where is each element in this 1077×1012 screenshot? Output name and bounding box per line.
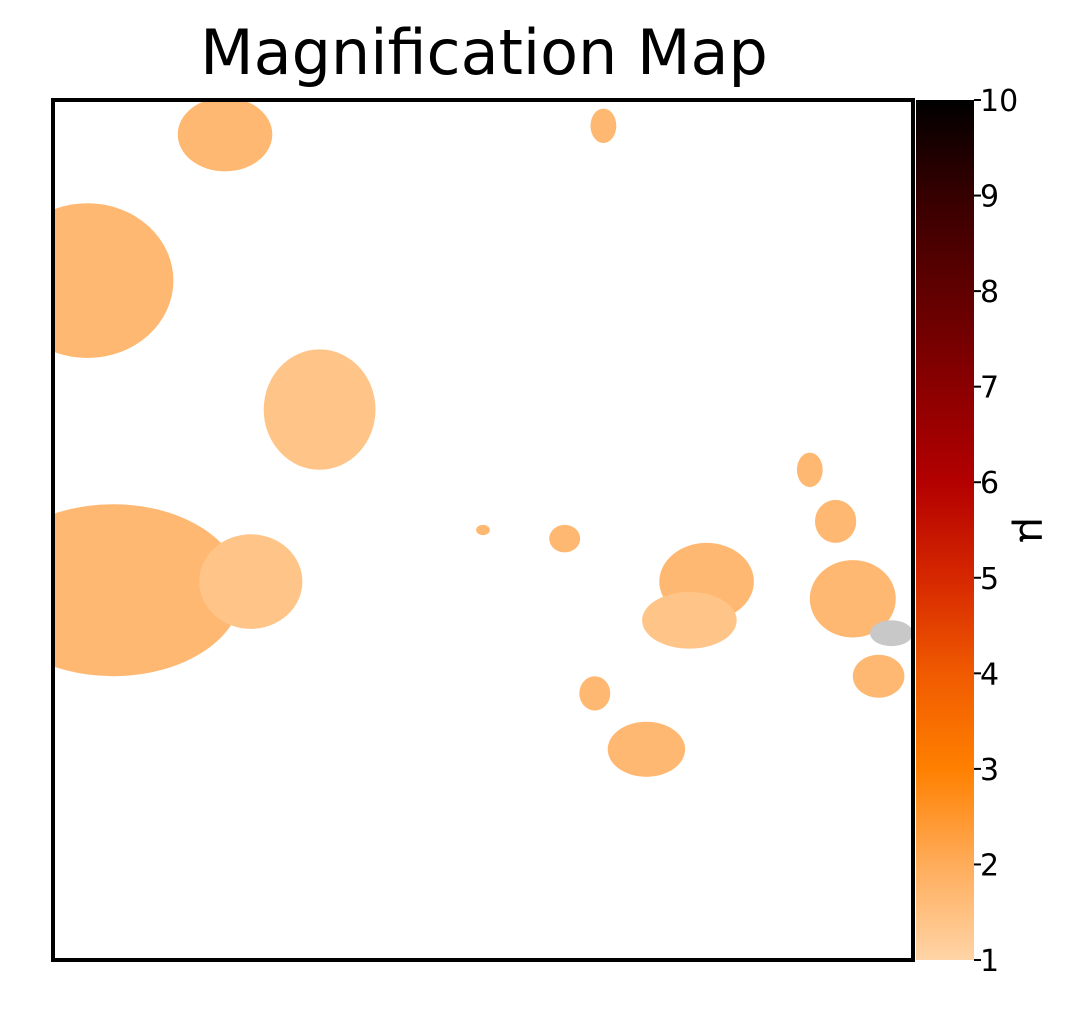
magnification-region: [590, 108, 617, 143]
colorbar-label: μ: [1010, 517, 1056, 542]
magnification-region: [607, 721, 686, 777]
chart-title: Magnification Map: [200, 16, 768, 89]
colorbar-tick-label: 1: [980, 944, 999, 979]
magnification-region: [579, 676, 611, 711]
magnification-region: [476, 524, 490, 536]
colorbar: [916, 100, 974, 960]
magnification-region: [549, 524, 581, 553]
magnification-region: [809, 560, 896, 638]
colorbar-tick-label: 8: [980, 275, 999, 310]
colorbar-ticks: 1 2 3 4 5 6 7 8 9 10: [974, 84, 1018, 979]
map-frame: [51, 98, 915, 962]
colorbar-tick-label: 5: [980, 562, 999, 597]
colorbar-tick-label: 4: [980, 657, 999, 692]
magnification-region: [796, 452, 823, 487]
magnification-region: [199, 534, 303, 629]
magnification-region: [870, 620, 913, 647]
magnification-region: [53, 203, 174, 358]
colorbar-tick-label: 7: [980, 371, 999, 406]
colorbar-tick-label: 3: [980, 753, 999, 788]
colorbar-tick-label: 2: [980, 848, 999, 883]
magnification-map: [53, 100, 913, 960]
magnification-region: [263, 349, 376, 470]
magnification-region: [814, 499, 857, 543]
magnification-region: [53, 504, 243, 677]
magnification-region: [852, 654, 905, 698]
colorbar-tick-label: 9: [980, 180, 999, 215]
colorbar-tick-label: 10: [980, 84, 1018, 119]
colorbar-tick-label: 6: [980, 466, 999, 501]
magnification-region: [177, 100, 273, 172]
magnification-region: [642, 591, 737, 649]
